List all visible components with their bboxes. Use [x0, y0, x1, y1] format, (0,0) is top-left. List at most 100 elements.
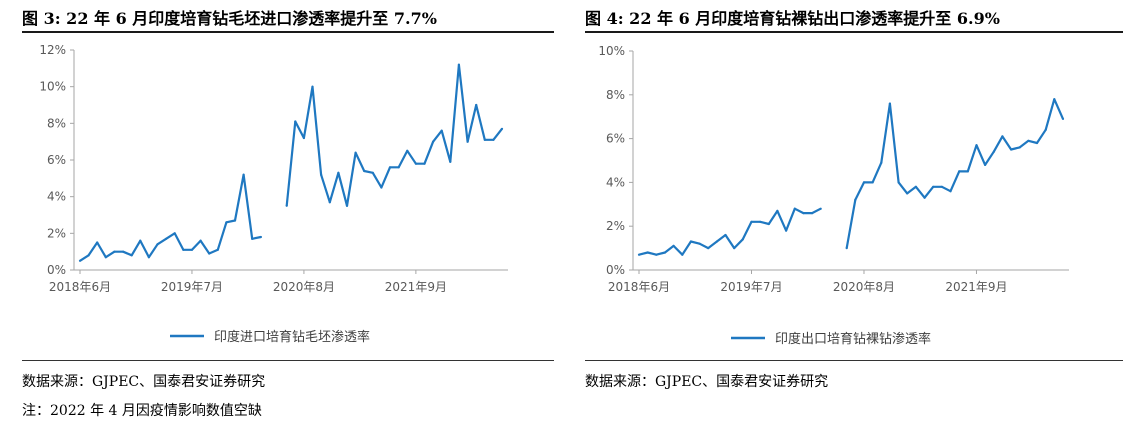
- chart-2-data-point: [854, 198, 857, 201]
- chart-2-data-point: [819, 207, 822, 210]
- chart-2-data-point: [637, 253, 641, 256]
- chart-2-data-point: [880, 161, 883, 164]
- chart-1-x-tick-label: 2020年8月: [273, 280, 335, 294]
- chart-2-x-tick-label: 2020年8月: [833, 280, 895, 294]
- chart-2-data-point: [733, 247, 736, 250]
- chart-1-data-point: [302, 136, 305, 140]
- chart-2-bottom-rule: [585, 360, 1123, 361]
- chart-1-data-point: [449, 160, 452, 163]
- chart-2-y-tick-label: 8%: [606, 88, 625, 102]
- chart-2-data-point: [767, 222, 770, 226]
- chart-2-series-line-segment-1: [638, 207, 822, 256]
- chart-2-data-point: [949, 190, 952, 193]
- chart-2-data-point: [811, 212, 814, 215]
- chart-2-data-point: [646, 251, 649, 254]
- chart-2-data-point: [681, 253, 684, 256]
- chart-1-data-point: [96, 241, 99, 244]
- chart-2-source: 数据来源：GJPEC、国泰君安证券研究: [585, 374, 829, 390]
- chart-1-data-point: [87, 254, 90, 257]
- chart-1: 0% 2% 4% 6% 8% 10% 12% 2018年6月 2019年7月 2020年8月 202…: [39, 43, 508, 345]
- chart-1-data-point: [122, 250, 125, 253]
- chart-2-data-point: [862, 181, 866, 184]
- chart-1-data-point: [173, 232, 176, 235]
- chart-1-data-point: [311, 85, 314, 88]
- chart-2-data-point: [759, 220, 762, 223]
- chart-1-data-point: [139, 239, 142, 242]
- chart-1-data-point: [113, 250, 116, 253]
- chart-1-data-point: [242, 173, 245, 176]
- chart-2-data-point: [940, 185, 943, 188]
- footnote: 注：2022 年 4 月因疫情影响数值空缺: [22, 403, 262, 419]
- chart-1-data-point: [354, 151, 357, 154]
- chart-1-data-point: [371, 171, 374, 174]
- chart-1-top-rule: [22, 31, 554, 33]
- chart-2-data-point: [776, 209, 779, 212]
- chart-2-data-point: [715, 240, 718, 243]
- chart-1-data-point: [294, 120, 297, 123]
- chart-1-x-tick-label: 2021年9月: [385, 280, 447, 294]
- chart-1-title: 图 3: 22 年 6 月印度培育钻毛坯进口渗透率提升至 7.7%: [22, 9, 437, 28]
- chart-1-data-point: [380, 186, 383, 189]
- chart-2-data-point: [793, 207, 796, 210]
- chart-1-series-line-segment-1: [79, 173, 262, 262]
- chart-1-data-point: [130, 254, 133, 257]
- chart-2-data-point: [698, 242, 701, 245]
- chart-1-data-point: [285, 204, 288, 207]
- chart-2-data-point: [888, 102, 891, 105]
- chart-2-x-tick-label: 2021年9月: [945, 280, 1007, 294]
- chart-1-y-tick-label: 6%: [47, 153, 66, 167]
- chart-1-data-point: [500, 127, 504, 130]
- chart-2-y-tick-label: 10%: [598, 44, 625, 58]
- chart-1-data-point: [388, 166, 392, 169]
- chart-1-legend-label: 印度进口培育钻毛坯渗透率: [214, 329, 370, 345]
- chart-2-data-point: [1018, 146, 1021, 149]
- chart-1-data-point: [483, 138, 486, 141]
- chart-1-data-point: [190, 248, 194, 251]
- chart-2-data-point: [741, 238, 744, 241]
- chart-2-data-point: [1001, 135, 1004, 138]
- chart-1-data-point: [199, 239, 202, 242]
- chart-1-data-point: [182, 248, 185, 251]
- chart-2-data-point: [906, 192, 909, 195]
- chart-1-data-point: [104, 256, 107, 259]
- chart-2-data-point: [1044, 128, 1047, 131]
- chart-1-data-point: [328, 201, 331, 204]
- chart-2-data-point: [1061, 117, 1065, 120]
- chart-2-data-point: [932, 185, 935, 188]
- chart-2-data-point: [707, 247, 710, 250]
- chart-2-y-tick-label: 6%: [606, 132, 625, 146]
- chart-2-y-tick-label: 4%: [606, 175, 625, 189]
- chart-2-data-point: [672, 244, 675, 247]
- chart-1-data-point: [475, 103, 478, 107]
- chart-1-data-point: [492, 138, 495, 141]
- chart-1-data-point: [440, 129, 443, 132]
- chart-2-data-point: [914, 185, 917, 188]
- chart-2-top-rule: [585, 31, 1123, 33]
- chart-1-data-point: [363, 169, 366, 173]
- chart-1-data-point: [432, 140, 435, 143]
- chart-1-x-tick-label: 2018年6月: [49, 280, 111, 294]
- chart-2-data-point: [871, 181, 874, 184]
- chart-1-y-tick-label: 10%: [39, 80, 66, 94]
- chart-1-data-point: [406, 149, 409, 152]
- chart-1-data-point: [147, 256, 150, 259]
- chart-2-data-point: [923, 196, 926, 199]
- chart-2-legend-label: 印度出口培育钻裸钻渗透率: [775, 331, 931, 347]
- chart-2-data-point: [975, 144, 978, 147]
- chart-2-y-tick-label: 0%: [606, 263, 625, 277]
- chart-2-data-point: [750, 220, 753, 223]
- chart-1-source: 数据来源：GJPEC、国泰君安证券研究: [22, 374, 266, 390]
- chart-2-data-point: [897, 181, 900, 184]
- chart-2-data-point: [958, 170, 961, 173]
- chart-2-series-line-segment-2: [845, 98, 1065, 249]
- chart-2-data-point: [655, 253, 658, 256]
- chart-1-data-point: [251, 237, 254, 240]
- chart-2-data-point: [1053, 98, 1056, 101]
- chart-1-data-point: [216, 248, 219, 251]
- chart-1-data-point: [208, 252, 211, 255]
- chart-1-bottom-rule: [22, 360, 554, 361]
- chart-1-data-point: [78, 259, 82, 262]
- chart-1-y-tick-label: 4%: [47, 190, 66, 204]
- chart-1-series-line-segment-2: [285, 63, 503, 207]
- chart-2-x-tick-label: 2019年7月: [720, 280, 782, 294]
